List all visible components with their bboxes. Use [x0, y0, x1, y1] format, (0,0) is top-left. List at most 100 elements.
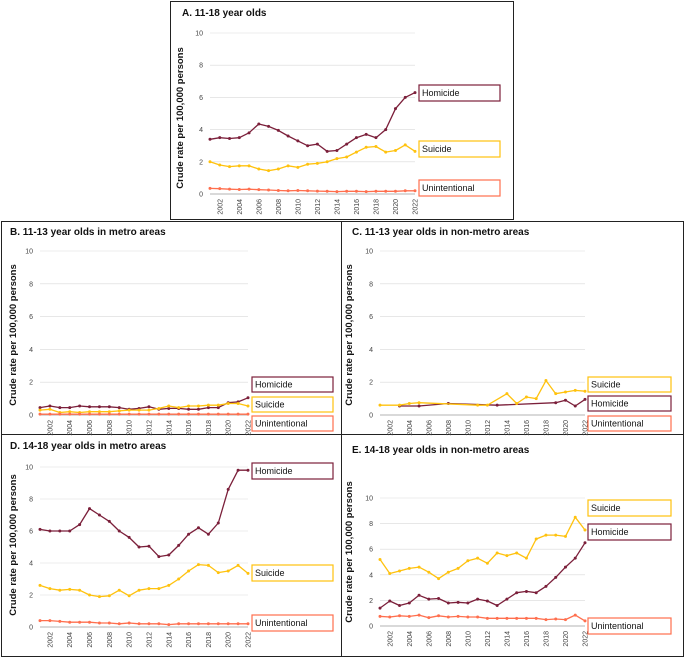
- x-tick-label: 2014: [166, 420, 173, 436]
- x-tick-label: 2016: [524, 420, 531, 436]
- homicide-point: [407, 601, 411, 605]
- suicide-point: [583, 528, 587, 532]
- unintentional-point: [208, 186, 212, 190]
- homicide-point: [68, 406, 72, 410]
- x-tick-label: 2006: [256, 199, 263, 215]
- panel-c-title: C. 11-13 year olds in non-metro areas: [352, 227, 530, 238]
- suicide-point: [206, 403, 210, 407]
- suicide-point: [157, 587, 161, 591]
- unintentional-point: [147, 622, 151, 626]
- homicide-point: [446, 601, 450, 605]
- homicide-point: [354, 136, 358, 140]
- unintentional-point: [97, 412, 101, 416]
- unintentional-point: [495, 616, 499, 620]
- homicide-label: Homicide: [422, 88, 460, 98]
- homicide-point: [88, 405, 92, 409]
- suicide-point: [563, 390, 567, 394]
- x-tick-label: 2004: [237, 199, 244, 215]
- unintentional-point: [413, 189, 417, 193]
- unintentional-point: [68, 412, 72, 416]
- unintentional-point: [177, 412, 181, 416]
- homicide-point: [177, 543, 181, 547]
- unintentional-point: [137, 412, 141, 416]
- suicide-point: [196, 563, 200, 567]
- unintentional-point: [236, 622, 240, 626]
- suicide-point: [226, 402, 230, 406]
- suicide-point: [78, 588, 82, 592]
- unintentional-point: [417, 613, 421, 617]
- homicide-point: [208, 137, 212, 141]
- suicide-point: [388, 572, 392, 576]
- suicide-point: [38, 408, 42, 412]
- unintentional-point: [48, 412, 52, 416]
- suicide-point: [236, 402, 240, 406]
- suicide-point: [573, 515, 577, 519]
- suicide-point: [515, 551, 519, 555]
- homicide-point: [147, 544, 151, 548]
- homicide-point: [78, 523, 82, 527]
- homicide-label: Homicide: [255, 380, 293, 390]
- suicide-point: [117, 409, 121, 413]
- homicide-point: [335, 149, 339, 153]
- x-tick-label: 2010: [127, 420, 134, 436]
- homicide-point: [476, 597, 480, 601]
- unintentional-point: [117, 622, 121, 626]
- homicide-point: [196, 407, 200, 411]
- unintentional-point: [247, 187, 251, 191]
- unintentional-point: [58, 412, 62, 416]
- unintentional-point: [228, 187, 232, 191]
- homicide-point: [157, 555, 161, 559]
- suicide-point: [544, 533, 548, 537]
- suicide-line: [380, 379, 586, 406]
- unintentional-label-box: [587, 617, 672, 635]
- unintentional-point: [466, 615, 470, 619]
- homicide-point: [147, 405, 151, 409]
- y-tick-label: 4: [199, 127, 203, 134]
- suicide-point: [398, 569, 402, 573]
- unintentional-point: [534, 616, 538, 620]
- x-tick-label: 2020: [563, 420, 570, 436]
- homicide-point: [38, 406, 42, 410]
- x-tick-label: 2018: [373, 199, 380, 215]
- homicide-point: [524, 589, 528, 593]
- x-tick-label: 2008: [446, 420, 453, 436]
- homicide-label-box: [251, 376, 334, 393]
- suicide-point: [573, 388, 577, 392]
- suicide-point: [167, 404, 171, 408]
- unintentional-point: [167, 412, 171, 416]
- x-tick-label: 2012: [485, 420, 492, 436]
- homicide-point: [573, 404, 577, 408]
- homicide-point: [485, 599, 489, 603]
- suicide-point: [187, 569, 191, 573]
- suicide-point: [177, 406, 181, 410]
- x-tick-label: 2002: [47, 420, 54, 436]
- y-tick-label: 0: [369, 413, 373, 420]
- homicide-label: Homicide: [591, 399, 629, 409]
- homicide-label-box: [587, 523, 672, 541]
- suicide-label: Suicide: [422, 144, 452, 154]
- unintentional-point: [127, 621, 131, 625]
- unintentional-point: [315, 189, 319, 193]
- x-tick-label: 2004: [407, 420, 414, 436]
- homicide-point: [38, 527, 42, 531]
- homicide-point: [246, 396, 250, 400]
- suicide-point: [476, 556, 480, 560]
- homicide-point: [206, 406, 210, 410]
- homicide-point: [107, 405, 111, 409]
- suicide-point: [237, 164, 241, 168]
- homicide-point: [456, 600, 460, 604]
- unintentional-point: [364, 190, 368, 194]
- unintentional-point: [246, 412, 250, 416]
- x-tick-label: 2012: [485, 631, 492, 647]
- homicide-point: [296, 139, 300, 143]
- unintentional-label: Unintentional: [255, 618, 308, 628]
- y-tick-label: 6: [29, 529, 33, 536]
- suicide-point: [456, 566, 460, 570]
- unintentional-point: [226, 622, 230, 626]
- suicide-point: [107, 594, 111, 598]
- x-tick-label: 2020: [226, 632, 233, 648]
- suicide-point: [476, 403, 480, 407]
- suicide-point: [48, 587, 52, 591]
- unintentional-point: [236, 412, 240, 416]
- suicide-point: [58, 588, 62, 592]
